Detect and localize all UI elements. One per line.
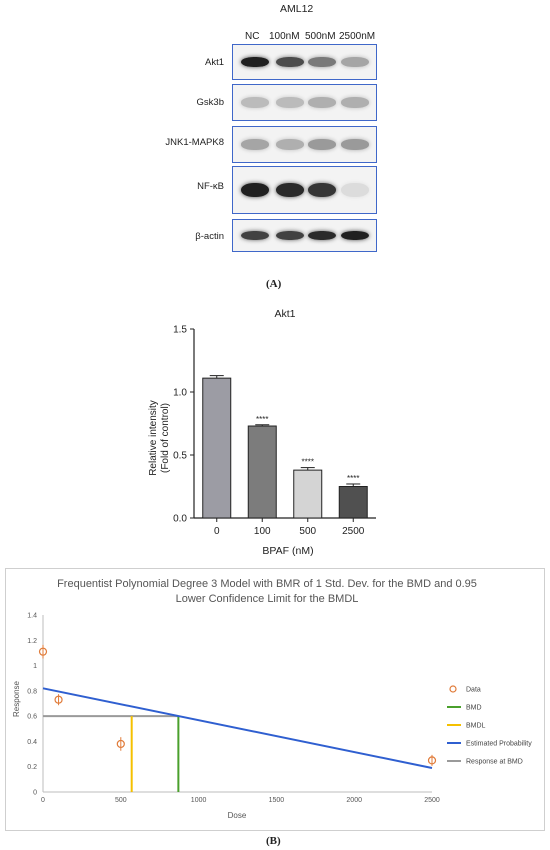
- bmd-chart-y-axis-label: Response: [12, 680, 21, 717]
- blot-box-jnk1: [232, 126, 377, 163]
- lane-label-500nm: 500nM: [305, 31, 336, 42]
- panel-label-a: (A): [266, 278, 282, 290]
- blot-box-akt1: [232, 44, 377, 80]
- blot-band: [341, 96, 369, 109]
- legend-label: BMD: [466, 705, 482, 712]
- lane-label-nc: NC: [245, 31, 260, 42]
- blot-band: [241, 182, 269, 198]
- blot-band: [276, 230, 304, 241]
- blot-band: [308, 182, 336, 198]
- bmd-chart-frame: [5, 568, 545, 831]
- bmd-model-chart: Frequentist Polynomial Degree 3 Model wi…: [12, 578, 532, 820]
- blot-box-gsk3b: [232, 84, 377, 121]
- bmd-chart-legend: Data BMD BMDL Estimated Probability Response…: [447, 685, 532, 766]
- blot-row-label-gsk3b: Gsk3b: [196, 97, 224, 108]
- bmd-x-tick-label: 1500: [269, 797, 285, 804]
- legend-marker-data: [449, 685, 457, 693]
- blot-band: [276, 56, 304, 68]
- bmd-x-tick-label: 0: [41, 797, 45, 804]
- blot-band: [276, 182, 304, 198]
- bar-y-tick-label: 0.0: [173, 514, 187, 525]
- blot-row-label-akt1: Akt1: [204, 57, 224, 68]
- bar-significance-label: ****: [347, 474, 359, 483]
- bar-chart-y-axis-label-line2: (Fold of control): [160, 403, 171, 473]
- bar-x-tick-label: 500: [299, 526, 316, 537]
- blot-title: AML12: [280, 3, 314, 15]
- bmd-x-tick-label: 1000: [191, 797, 207, 804]
- bar-2500: [338, 486, 368, 519]
- blot-band: [241, 138, 269, 151]
- akt1-bar-chart: Akt1 Relative intensity (Fold of control…: [148, 308, 376, 557]
- data-point: [427, 756, 437, 765]
- legend-label: Response at BMD: [466, 759, 523, 766]
- blot-box-bactin: [232, 219, 377, 252]
- legend-label: Estimated Probability: [466, 741, 532, 748]
- data-point: [38, 647, 48, 656]
- bmd-y-tick-label: 0.8: [27, 688, 37, 695]
- bmd-y-tick-label: 1.4: [27, 613, 37, 620]
- legend-label: BMDL: [466, 723, 486, 730]
- bmd-x-tick-label: 2500: [424, 797, 440, 804]
- blot-band: [308, 230, 336, 241]
- bmd-y-tick-label: 0.4: [27, 739, 37, 746]
- bar-500: [293, 469, 323, 519]
- bar-chart-plot-area: 0.0 0.5 1.0 1.5 0 100 **** 500 **** 2500 ****: [173, 325, 376, 537]
- bmd-y-tick-label: 0.2: [27, 764, 37, 771]
- bar-chart-y-axis-label: Relative intensity (Fold of control): [148, 400, 171, 476]
- blot-band: [341, 56, 369, 68]
- blot-band: [276, 96, 304, 109]
- bmd-chart-plot-area: 0 0.2 0.4 0.6 0.8 1 1.2 1.4 0 500 1000 1500 2000 2500: [27, 613, 440, 805]
- bar-y-tick-label: 1.5: [173, 325, 187, 336]
- lane-label-2500nm: 2500nM: [339, 31, 376, 42]
- bar-y-tick-label: 0.5: [173, 451, 187, 462]
- bar-chart-title: Akt1: [274, 308, 295, 320]
- bmd-x-tick-label: 500: [115, 797, 127, 804]
- bar-y-tick-label: 1.0: [173, 388, 187, 399]
- data-point: [116, 739, 125, 749]
- estimated-probability-line: [42, 687, 433, 769]
- bmd-chart-title-line1: Frequentist Polynomial Degree 3 Model wi…: [57, 578, 477, 590]
- panel-label-b: (B): [266, 835, 281, 847]
- bmd-y-tick-label: 0: [33, 790, 37, 797]
- blot-band: [341, 138, 369, 151]
- bar-x-tick-label: 2500: [342, 526, 365, 537]
- blot-band: [241, 56, 269, 68]
- blot-band: [308, 56, 336, 68]
- blot-band: [241, 96, 269, 109]
- blot-row-label-bactin: β-actin: [195, 231, 224, 242]
- bmd-y-tick-label: 1.2: [27, 638, 37, 645]
- blot-band: [308, 138, 336, 151]
- bar-chart-y-axis-label-line1: Relative intensity: [148, 400, 159, 476]
- blot-box-nfkb: [232, 166, 377, 214]
- bar-chart-x-axis-label: BPAF (nM): [262, 545, 313, 557]
- bmd-chart-title-line2: Lower Confidence Limit for the BMDL: [176, 593, 359, 605]
- bar-significance-label: ****: [302, 458, 314, 467]
- blot-band: [308, 96, 336, 109]
- bar-0: [202, 377, 232, 519]
- blot-row-label-nfkb: NF-κB: [197, 181, 224, 192]
- blot-band: [276, 138, 304, 151]
- bmd-chart-x-axis-label: Dose: [228, 811, 247, 820]
- bmd-x-tick-label: 2000: [346, 797, 362, 804]
- data-point: [54, 695, 63, 704]
- legend-label: Data: [466, 687, 481, 694]
- bar-x-tick-label: 100: [254, 526, 271, 537]
- bar-x-tick-label: 0: [214, 526, 220, 537]
- bar-significance-label: ****: [256, 415, 268, 424]
- blot-band: [341, 230, 369, 241]
- lane-label-100nm: 100nM: [269, 31, 300, 42]
- bmd-y-tick-label: 0.6: [27, 714, 37, 721]
- blot-band: [341, 182, 369, 198]
- blot-row-label-jnk1: JNK1-MAPK8: [165, 137, 224, 148]
- blot-band: [241, 230, 269, 241]
- bmd-y-tick-label: 1: [33, 663, 37, 670]
- bar-100: [247, 425, 277, 519]
